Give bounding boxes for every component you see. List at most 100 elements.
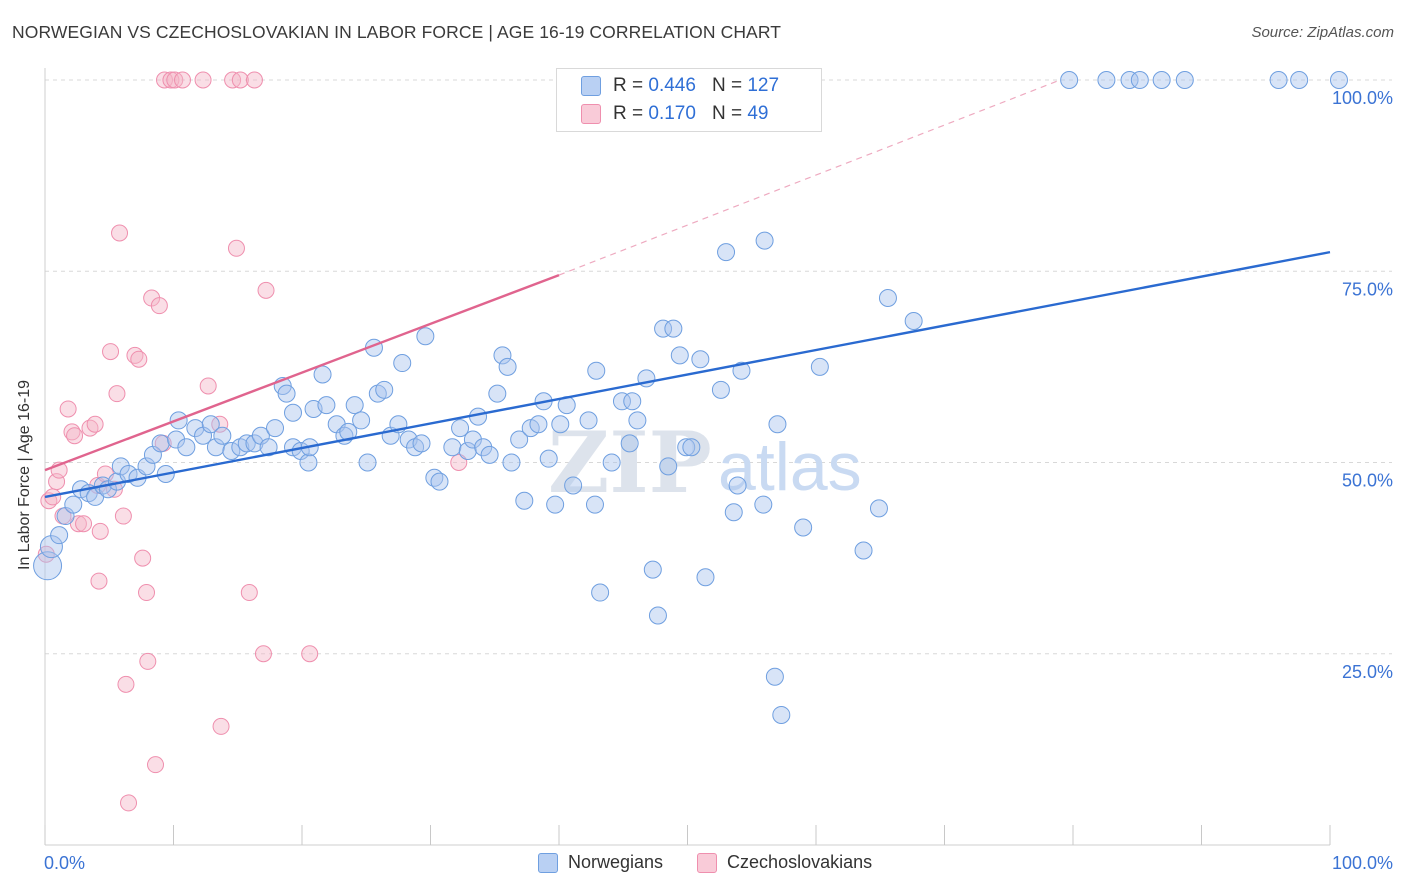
norwegian-point — [878, 289, 897, 308]
norwegian-point — [648, 606, 667, 625]
norwegian-point — [1097, 71, 1116, 89]
norwegian-point — [869, 499, 888, 518]
norwegian-trend-line — [44, 250, 1331, 499]
norwegian-point — [585, 495, 604, 514]
czechoslovakian-point — [90, 572, 108, 590]
czechoslovakian-point — [301, 645, 319, 663]
norwegian-point — [682, 438, 701, 457]
legend-n-value: 49 — [747, 103, 769, 124]
norwegian-point — [488, 384, 507, 403]
czechoslovakian-point — [199, 377, 217, 395]
czechoslovakian-point — [194, 71, 212, 89]
norwegian-point — [564, 476, 583, 495]
czechoslovakian-point — [114, 507, 132, 525]
norwegian-point — [277, 384, 296, 403]
norwegian-point — [755, 231, 774, 250]
tick-labels: 25.0% 50.0% 75.0% 100.0% 0.0% 100.0% — [44, 88, 1393, 873]
legend-row-norwegians: R = 0.446 N = 127 — [581, 74, 779, 98]
legend-item-norwegians: Norwegians — [538, 852, 663, 873]
czechoslovakian-point — [147, 756, 165, 774]
norwegian-point — [284, 403, 303, 422]
czechoslovakian-point — [212, 717, 230, 735]
norwegian-point — [151, 434, 170, 453]
norwegian-point — [222, 442, 241, 461]
norwegian-point — [1130, 71, 1149, 89]
norwegian-point — [724, 503, 743, 522]
legend-label-norwegians: Norwegians — [568, 852, 664, 872]
norwegian-point — [299, 453, 318, 472]
norwegian-point — [245, 434, 264, 453]
norwegian-point — [711, 380, 730, 399]
norwegian-point — [1175, 71, 1194, 89]
norwegian-point — [659, 457, 678, 476]
czechoslovakian-point — [227, 239, 245, 257]
czechoslovakian-point — [75, 515, 93, 533]
czechoslovakian-trend-extension — [558, 79, 1061, 276]
norwegian-point — [654, 319, 673, 338]
y-tick-label: 25.0% — [1342, 662, 1393, 682]
legend-swatch-norwegians — [538, 852, 558, 873]
czechoslovakian-point — [240, 584, 258, 602]
czechoslovakian-point — [245, 71, 263, 89]
chart-source: Source: ZipAtlas.com — [1251, 24, 1394, 41]
czechoslovakian-point — [254, 645, 272, 663]
norwegian-point — [266, 419, 285, 438]
norwegian-point — [664, 319, 683, 338]
x-tick-label: 100.0% — [1332, 853, 1393, 873]
norwegian-point — [201, 415, 220, 434]
czechoslovakian-point — [108, 385, 126, 403]
norwegian-point — [50, 526, 69, 545]
norwegian-point — [259, 438, 278, 457]
norwegian-point — [677, 438, 696, 457]
czechoslovakian-point — [37, 545, 55, 563]
norwegian-point — [623, 392, 642, 411]
norwegian-point — [416, 327, 435, 346]
legend-r-label: R = — [613, 103, 644, 124]
norwegian-point — [587, 361, 606, 380]
czechoslovakian-point — [162, 71, 180, 89]
norwegian-point — [39, 535, 63, 559]
norwegian-point — [358, 453, 377, 472]
norwegian-point — [551, 415, 570, 434]
axes — [44, 68, 1331, 846]
czechoslovakian-point — [102, 343, 120, 361]
norwegian-point — [430, 472, 449, 491]
norwegian-point — [1060, 71, 1079, 89]
norwegian-point — [177, 438, 196, 457]
norwegian-point — [765, 667, 784, 686]
norwegian-point — [768, 415, 787, 434]
norwegian-point — [339, 422, 358, 441]
norwegian-point — [810, 357, 829, 376]
norwegian-point — [375, 380, 394, 399]
norwegian-point — [1120, 71, 1139, 89]
norwegian-point — [717, 243, 736, 262]
norwegian-point — [628, 411, 647, 430]
czechoslovakian-point — [130, 350, 148, 368]
norwegian-point — [352, 411, 371, 430]
legend-n-label: N = — [711, 75, 743, 96]
legend-r-value: 0.170 — [648, 103, 696, 124]
czechoslovakian-point — [66, 427, 84, 445]
norwegian-point — [1152, 71, 1171, 89]
norwegian-point — [451, 419, 470, 438]
norwegian-point — [612, 392, 631, 411]
stats-legend: R = 0.446 N = 127 R = 0.170 N = 49 — [556, 68, 822, 132]
norwegian-point — [458, 442, 477, 461]
norwegian-point — [412, 434, 431, 453]
legend-row-czechoslovakians: R = 0.170 N = 49 — [581, 102, 768, 126]
legend-r-value: 0.446 — [648, 75, 696, 96]
norwegian-point — [502, 453, 521, 472]
legend-n-label: N = — [711, 103, 743, 124]
norwegian-point — [443, 438, 462, 457]
legend-n-value: 127 — [747, 75, 780, 96]
norwegian-point — [602, 453, 621, 472]
norwegian-point — [732, 361, 751, 380]
czechoslovakian-point — [138, 584, 156, 602]
legend-r-label: R = — [613, 75, 644, 96]
norwegian-point — [345, 396, 364, 415]
y-tick-label: 100.0% — [1332, 88, 1393, 108]
czechoslovakian-point — [257, 281, 275, 299]
norwegian-point — [137, 457, 156, 476]
norwegian-point — [111, 457, 130, 476]
czechoslovakian-point — [117, 675, 135, 693]
